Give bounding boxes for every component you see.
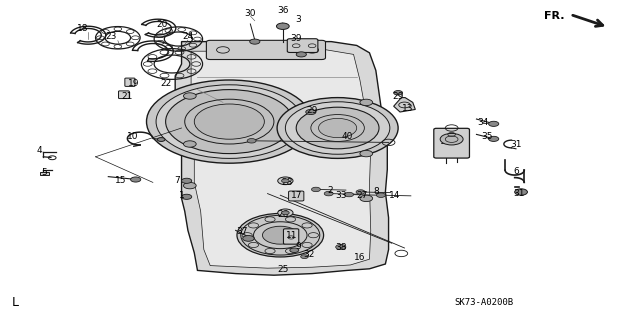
Circle shape [183, 93, 196, 99]
Text: 20: 20 [157, 20, 168, 28]
Circle shape [360, 150, 373, 157]
Text: L: L [11, 296, 18, 309]
Text: 29: 29 [306, 106, 318, 115]
Text: 30: 30 [245, 9, 256, 18]
Circle shape [296, 52, 306, 57]
Circle shape [182, 194, 192, 199]
Circle shape [157, 138, 165, 141]
Text: 21: 21 [122, 92, 133, 100]
Circle shape [194, 104, 264, 139]
Circle shape [147, 80, 312, 163]
Text: 14: 14 [389, 191, 401, 200]
Text: 17: 17 [290, 191, 302, 200]
Circle shape [440, 133, 463, 145]
Circle shape [336, 244, 346, 250]
Polygon shape [191, 50, 371, 268]
Polygon shape [175, 42, 389, 275]
Bar [40, 172, 49, 175]
Text: 3: 3 [295, 15, 301, 24]
Text: 32: 32 [303, 250, 315, 259]
Text: 36: 36 [277, 6, 289, 15]
Text: 15: 15 [115, 176, 127, 185]
FancyBboxPatch shape [118, 91, 129, 99]
FancyBboxPatch shape [125, 78, 135, 86]
Text: 35: 35 [481, 132, 492, 141]
FancyBboxPatch shape [206, 40, 326, 60]
Text: 40: 40 [341, 132, 353, 141]
Circle shape [345, 192, 354, 197]
Circle shape [237, 213, 324, 257]
Circle shape [250, 39, 260, 44]
Circle shape [296, 107, 379, 149]
Circle shape [247, 139, 256, 143]
Text: 16: 16 [354, 253, 366, 262]
Circle shape [489, 121, 499, 126]
Text: 39: 39 [290, 34, 302, 43]
Circle shape [376, 193, 385, 197]
Text: FR.: FR. [544, 11, 564, 21]
Circle shape [276, 23, 289, 29]
FancyBboxPatch shape [434, 128, 469, 158]
Text: 8: 8 [373, 188, 379, 196]
Circle shape [282, 179, 289, 183]
Text: SK73-A0200B: SK73-A0200B [455, 298, 513, 307]
FancyBboxPatch shape [289, 191, 304, 201]
Text: 7: 7 [174, 176, 180, 185]
Circle shape [166, 90, 293, 154]
Circle shape [182, 178, 192, 183]
Text: 2: 2 [327, 186, 333, 195]
Text: 24: 24 [182, 32, 194, 41]
Text: 34: 34 [477, 118, 489, 127]
Polygon shape [394, 98, 415, 112]
Text: 5: 5 [41, 168, 48, 177]
Circle shape [243, 236, 254, 241]
Circle shape [394, 91, 403, 95]
Text: 10: 10 [127, 132, 138, 141]
Circle shape [278, 209, 293, 217]
Text: 9: 9 [295, 242, 301, 251]
Text: 37: 37 [236, 227, 248, 236]
Circle shape [360, 99, 373, 106]
Text: 11: 11 [286, 231, 297, 240]
Text: 4: 4 [37, 146, 42, 155]
Circle shape [277, 98, 398, 158]
Circle shape [183, 182, 196, 189]
Circle shape [285, 102, 390, 154]
Circle shape [290, 248, 299, 252]
Text: 12: 12 [440, 137, 452, 146]
Text: 22: 22 [160, 79, 171, 88]
Text: 28: 28 [281, 178, 292, 187]
Text: 31: 31 [510, 140, 522, 149]
Text: 27: 27 [356, 191, 368, 200]
Circle shape [156, 85, 303, 158]
Text: 6: 6 [513, 167, 519, 176]
Circle shape [311, 187, 320, 192]
Circle shape [318, 118, 357, 138]
Circle shape [360, 195, 373, 202]
Text: 18: 18 [77, 24, 89, 33]
Circle shape [131, 177, 141, 182]
Circle shape [489, 136, 499, 141]
Text: 13: 13 [402, 104, 413, 113]
Circle shape [278, 177, 293, 185]
Circle shape [356, 190, 365, 194]
FancyBboxPatch shape [287, 39, 318, 52]
Circle shape [515, 189, 527, 195]
Text: 23: 23 [106, 32, 117, 41]
Text: 38: 38 [335, 243, 347, 252]
Text: 19: 19 [128, 79, 140, 88]
Text: 1: 1 [178, 191, 185, 200]
Text: 29: 29 [392, 92, 404, 101]
FancyBboxPatch shape [283, 229, 299, 244]
Text: 26: 26 [278, 210, 289, 219]
Circle shape [301, 255, 308, 259]
Text: 31: 31 [513, 189, 525, 198]
Circle shape [282, 211, 289, 215]
Circle shape [262, 226, 298, 244]
Circle shape [306, 109, 316, 115]
Text: 25: 25 [278, 265, 289, 274]
Text: 33: 33 [335, 191, 347, 200]
Circle shape [324, 191, 333, 196]
Circle shape [183, 141, 196, 147]
